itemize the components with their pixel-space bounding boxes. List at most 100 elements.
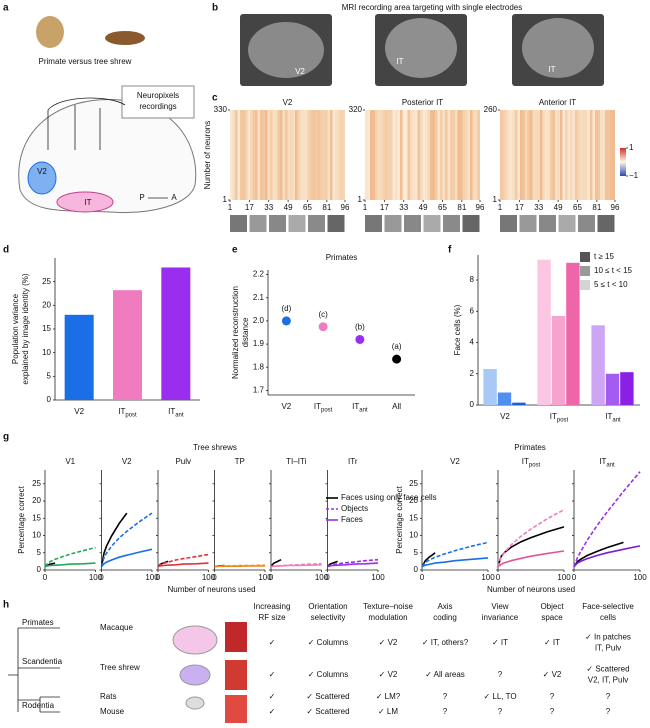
line	[497, 508, 565, 567]
brain-icon	[172, 625, 218, 655]
y-tick-label: 5	[414, 548, 419, 557]
heatmap-texture	[587, 110, 590, 200]
y-tick-label: 1.9	[253, 339, 265, 348]
heatmap-texture	[317, 110, 320, 200]
line	[327, 562, 379, 568]
panel-label: h	[3, 600, 9, 611]
table-cell: ✓ IT, others?	[422, 638, 469, 647]
panel-title: ITant	[599, 457, 615, 468]
table-cell: ✓ V2	[543, 670, 562, 679]
heatmap-texture	[392, 110, 395, 200]
heatmap-texture	[515, 110, 518, 200]
y-tick-label: 1	[223, 195, 228, 204]
y-axis-label: Percentage correct	[17, 485, 26, 553]
y-tick-label: 2.0	[253, 316, 265, 325]
x-tick-label: ITant	[168, 407, 184, 418]
heatmap-texture	[250, 110, 253, 200]
x-tick-label: ITpost	[314, 402, 333, 413]
heatmap-texture	[400, 110, 403, 200]
heatmap-texture	[270, 110, 273, 200]
heatmap-texture	[262, 110, 265, 200]
heatmap-texture	[435, 110, 438, 200]
heatmap-texture	[600, 110, 603, 200]
bar	[566, 262, 580, 405]
group-title: Tree shrews	[193, 443, 237, 452]
panel-title: ITr	[348, 457, 358, 466]
heatmap-texture	[275, 110, 278, 200]
table-header: invariance	[482, 613, 519, 622]
heatmap-texture	[470, 110, 473, 200]
x-tick-label: ITant	[352, 402, 368, 413]
heatmap-texture	[315, 110, 318, 200]
stimulus-thumb	[443, 215, 460, 232]
y-tick-label: 15	[409, 513, 418, 522]
area-label: IT	[84, 198, 91, 207]
heatmap-texture	[412, 110, 415, 200]
clade-label: Scandentia	[22, 657, 63, 666]
panel-title-sub: ant	[606, 462, 615, 468]
table-cell: ✓ Columns	[308, 638, 349, 647]
table-cell: ?	[550, 692, 555, 701]
heatmap-texture	[265, 110, 268, 200]
stimulus-thumb	[384, 215, 402, 232]
heatmap-texture	[612, 110, 615, 200]
heatmap-texture	[370, 110, 373, 200]
bar	[161, 267, 191, 400]
bar	[605, 373, 620, 405]
x-tick-label: 100	[557, 573, 571, 582]
table-cell: ✓ IT	[544, 638, 560, 647]
heatmap-title: V2	[283, 98, 293, 107]
table-header: RF size	[258, 613, 286, 622]
panel-title: V2	[450, 457, 460, 466]
heatmap-texture	[505, 110, 508, 200]
heatmap-texture	[610, 110, 613, 200]
x-tick-label: 33	[264, 203, 273, 212]
stimulus-image	[225, 660, 247, 690]
line	[497, 550, 565, 568]
brain-icon	[179, 664, 211, 686]
heatmap-texture	[442, 110, 445, 200]
y-tick-label: 10	[32, 531, 41, 540]
heatmap-texture	[532, 110, 535, 200]
heatmap-texture	[235, 110, 238, 200]
x-tick-label: 81	[457, 203, 466, 212]
image-label: IT	[548, 65, 555, 74]
heatmap-texture	[447, 110, 450, 200]
bar	[483, 369, 497, 405]
table-cell: ✓ V2	[379, 670, 398, 679]
stimulus-image	[225, 695, 247, 723]
line	[100, 548, 153, 568]
heatmap-texture	[312, 110, 315, 200]
heatmap-texture	[525, 110, 528, 200]
heatmap-texture	[335, 110, 338, 200]
y-tick-label: 320	[349, 105, 363, 114]
heatmap-texture	[242, 110, 245, 200]
x-tick-label: 17	[380, 203, 389, 212]
panel-label: a	[3, 3, 9, 14]
line	[573, 541, 624, 568]
bar	[537, 259, 551, 405]
y-tick-label: 8	[470, 275, 475, 284]
dot	[392, 354, 402, 364]
x-tick-label-main: IT	[118, 407, 125, 416]
x-tick-label-sub: post	[557, 417, 569, 423]
panel-title: TP	[235, 457, 245, 466]
x-tick-label: 100	[258, 573, 272, 582]
dot	[318, 322, 328, 332]
heatmap-texture	[302, 110, 305, 200]
panel-title: V2	[122, 457, 132, 466]
y-tick-label: 1	[358, 195, 363, 204]
x-tick-label-main: IT	[605, 412, 612, 421]
heatmap-texture	[540, 110, 543, 200]
legend-label: 5 ≤ t < 10	[594, 280, 628, 289]
heatmap-texture	[585, 110, 588, 200]
heatmap-texture	[530, 110, 533, 200]
x-tick-label: 33	[399, 203, 408, 212]
probe-cables	[47, 97, 126, 150]
x-tick-label: 49	[419, 203, 428, 212]
x-tick-label: 0	[420, 573, 425, 582]
table-cell: IT, Pulv	[595, 644, 621, 653]
heatmap-texture	[407, 110, 410, 200]
table-cell: ✓ Columns	[308, 670, 349, 679]
